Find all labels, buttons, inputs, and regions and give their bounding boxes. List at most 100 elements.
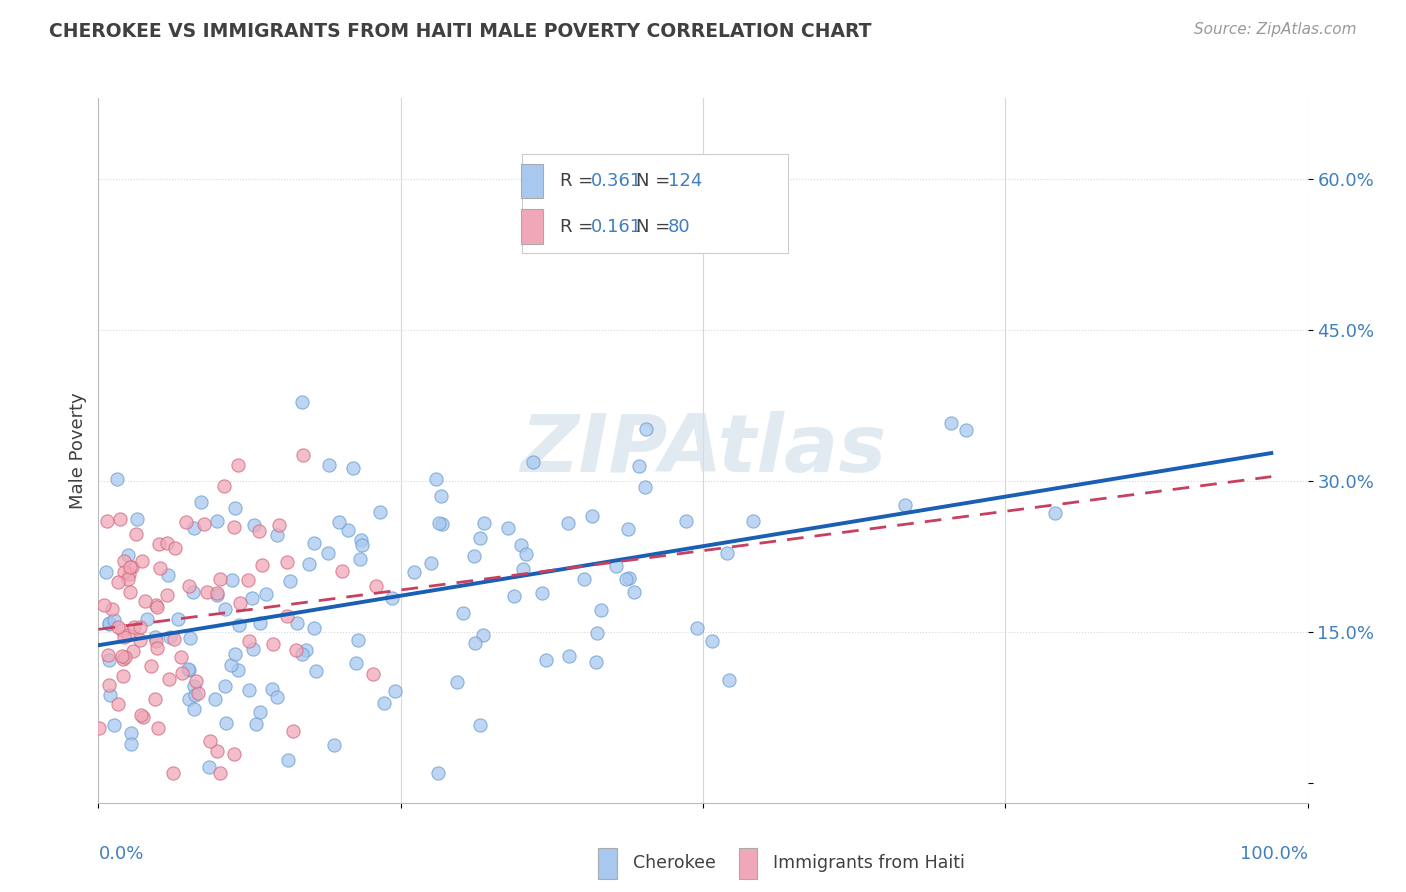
- Point: [174, 515, 197, 529]
- Point: [112, 565, 135, 579]
- Point: [107, 620, 129, 634]
- Point: [224, 520, 246, 534]
- Text: 124: 124: [668, 172, 702, 190]
- Point: [717, 673, 740, 687]
- Point: [510, 538, 533, 552]
- Point: [94, 565, 117, 579]
- Point: [120, 737, 142, 751]
- Point: [195, 584, 218, 599]
- Text: Source: ZipAtlas.com: Source: ZipAtlas.com: [1194, 22, 1357, 37]
- Point: [131, 708, 153, 723]
- Point: [145, 598, 167, 612]
- Point: [183, 702, 205, 716]
- Point: [512, 562, 534, 576]
- Point: [262, 638, 284, 652]
- Point: [347, 632, 370, 647]
- Point: [117, 573, 139, 587]
- Text: 0.361: 0.361: [591, 172, 641, 190]
- Point: [136, 612, 159, 626]
- Point: [224, 647, 246, 661]
- Text: R =: R =: [560, 218, 599, 235]
- Point: [97, 648, 120, 662]
- Point: [558, 649, 581, 664]
- Point: [471, 628, 494, 642]
- Point: [503, 589, 526, 603]
- Point: [121, 560, 143, 574]
- Point: [117, 548, 139, 562]
- Point: [295, 643, 318, 657]
- Point: [124, 620, 146, 634]
- Point: [384, 684, 406, 698]
- Point: [111, 648, 134, 663]
- Y-axis label: Male Poverty: Male Poverty: [69, 392, 87, 508]
- Point: [214, 679, 236, 693]
- Point: [284, 642, 307, 657]
- Point: [98, 688, 121, 702]
- Point: [205, 586, 228, 600]
- Text: 100.0%: 100.0%: [1240, 845, 1308, 863]
- Point: [250, 558, 273, 573]
- Point: [127, 512, 149, 526]
- Point: [107, 697, 129, 711]
- Point: [98, 617, 121, 632]
- Point: [98, 653, 121, 667]
- Point: [420, 556, 443, 570]
- Text: 0.161: 0.161: [591, 218, 641, 235]
- Point: [112, 631, 135, 645]
- Point: [350, 538, 373, 552]
- Point: [103, 613, 125, 627]
- Point: [179, 692, 201, 706]
- Point: [305, 664, 328, 678]
- Point: [344, 656, 367, 670]
- Point: [179, 579, 201, 593]
- Point: [222, 747, 245, 761]
- Point: [276, 608, 298, 623]
- Point: [591, 603, 613, 617]
- Point: [337, 524, 360, 538]
- Point: [430, 489, 453, 503]
- Point: [402, 565, 425, 579]
- Point: [190, 495, 212, 509]
- Point: [281, 723, 304, 738]
- Point: [105, 472, 128, 486]
- Point: [302, 621, 325, 635]
- Point: [361, 667, 384, 681]
- Point: [342, 460, 364, 475]
- Point: [470, 718, 492, 732]
- Point: [581, 509, 603, 524]
- Point: [93, 598, 115, 612]
- Text: Cherokee: Cherokee: [633, 855, 716, 872]
- Point: [291, 395, 314, 409]
- Point: [700, 634, 723, 648]
- Point: [87, 721, 110, 735]
- Point: [159, 631, 181, 645]
- Point: [292, 448, 315, 462]
- Point: [939, 416, 962, 430]
- Point: [318, 458, 340, 472]
- Point: [112, 669, 135, 683]
- Point: [198, 734, 221, 748]
- Point: [636, 422, 658, 436]
- Point: [143, 692, 166, 706]
- Point: [129, 620, 152, 634]
- Point: [742, 514, 765, 528]
- Point: [614, 573, 637, 587]
- Point: [675, 514, 697, 528]
- Point: [129, 632, 152, 647]
- Text: N =: N =: [636, 172, 675, 190]
- Point: [179, 663, 201, 677]
- Point: [238, 682, 260, 697]
- Point: [212, 479, 235, 493]
- Point: [427, 765, 450, 780]
- Point: [148, 721, 170, 735]
- Point: [209, 572, 232, 586]
- Point: [285, 616, 308, 631]
- Point: [894, 498, 917, 512]
- Point: [617, 571, 640, 585]
- Point: [184, 673, 207, 688]
- Point: [121, 643, 143, 657]
- Point: [101, 602, 124, 616]
- Point: [146, 600, 169, 615]
- Point: [110, 512, 132, 526]
- Point: [156, 567, 179, 582]
